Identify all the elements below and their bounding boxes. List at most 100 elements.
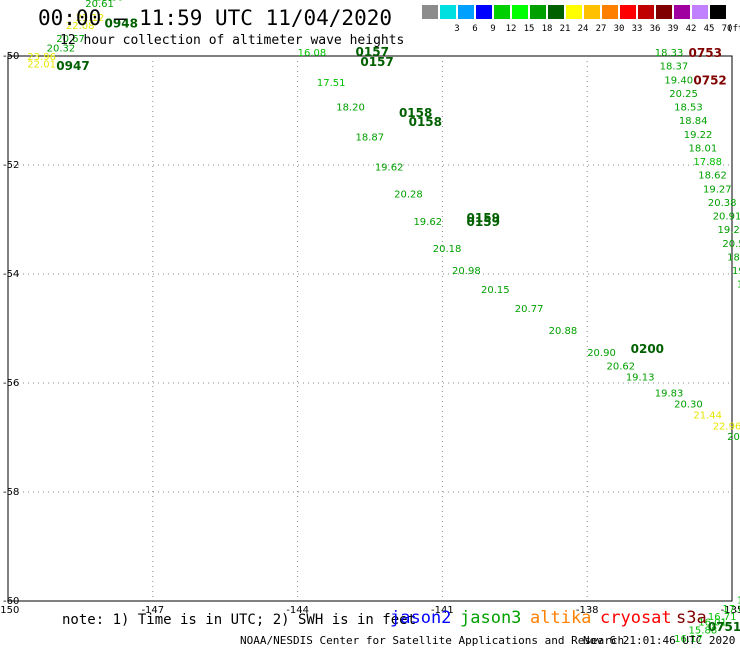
scale-tick-label: 42: [685, 24, 697, 34]
pass-time-label: 0157: [360, 55, 393, 69]
lon-tick-label: -147: [141, 605, 164, 616]
map-frame: [7, 55, 733, 602]
scale-tick-label: 24: [577, 24, 589, 34]
scale-swatch: [530, 5, 546, 19]
swh-value-label: 18.33: [655, 48, 684, 59]
swh-value-label: 22.01: [27, 59, 56, 70]
scale-tick-label: 6: [472, 24, 478, 34]
legend-altika: altika: [530, 608, 592, 628]
swh-value-label: 15.88: [689, 626, 718, 637]
swh-value-label: 22.96: [713, 421, 740, 432]
page-title: 00:00 – 11:59 UTC 11/04/2020: [38, 6, 393, 30]
swh-value-label: 16.08: [298, 48, 327, 59]
swh-value-label: 19.62: [413, 217, 442, 228]
swh-value-label: 17.88: [693, 157, 722, 168]
scale-swatch: [656, 5, 672, 19]
swh-value-label: 18.01: [689, 143, 718, 154]
swh-value-label: 18.87: [356, 132, 385, 143]
scale-tick-label: 70: [721, 24, 733, 34]
scale-swatch: [638, 5, 654, 19]
pass-time-label: 0752: [693, 73, 726, 87]
scale-tick-label: 30: [613, 24, 625, 34]
swh-value-label: 22.08: [66, 21, 95, 32]
scale-swatch: [710, 5, 726, 19]
swh-value-label: 16.17: [674, 634, 703, 645]
lon-tick-label: -150: [0, 605, 19, 616]
lat-tick-label: -50: [3, 51, 19, 62]
swh-value-label: 16.71: [708, 612, 737, 623]
swh-value-label: 20.15: [481, 285, 510, 296]
scale-tick-label: 3: [454, 24, 460, 34]
swh-value-label: 21.12: [76, 13, 105, 24]
swh-value-label: 20.91: [713, 212, 740, 223]
scale-tick-label: 12: [505, 24, 517, 34]
swh-value-label: 20.30: [674, 400, 703, 411]
swh-value-label: 17.39: [737, 280, 740, 291]
swh-value-label: 19.83: [655, 389, 684, 400]
scale-swatch: [584, 5, 600, 19]
scale-swatch: [548, 5, 564, 19]
pass-time-label: 0159: [467, 211, 500, 225]
scale-tick-label: 45: [703, 24, 715, 34]
swh-value-label: 19.22: [684, 130, 713, 141]
swh-value-label: 21.44: [693, 410, 722, 421]
swh-value-label: 20.77: [515, 304, 544, 315]
pass-time-label: 0753: [689, 46, 722, 60]
swh-value-label: 20.90: [587, 348, 616, 359]
scale-tick-label: 27: [595, 24, 607, 34]
scale-swatch: [566, 5, 582, 19]
swh-value-label: 20.98: [452, 266, 481, 277]
swh-value-label: 20.62: [607, 361, 636, 372]
page-subtitle: 12 hour collection of altimeter wave hei…: [60, 33, 405, 48]
scale-swatch: [674, 5, 690, 19]
scale-tick-label: 9: [490, 24, 496, 34]
legend-s3a: s3a: [676, 608, 707, 628]
swh-value-label: 18.53: [674, 103, 703, 114]
lat-tick-label: -60: [3, 596, 19, 607]
swh-value-label: 20.56: [722, 239, 740, 250]
scale-tick-label: 18: [541, 24, 553, 34]
swh-value-label: 19.24: [718, 225, 740, 236]
pass-time-label: 0158: [399, 106, 432, 120]
scale-swatch: [476, 5, 492, 19]
scale-swatch: [440, 5, 456, 19]
lon-tick-label: -135: [721, 605, 740, 616]
scale-swatch: [692, 5, 708, 19]
swh-value-label: 20.18: [433, 244, 462, 255]
generated-timestamp: Nov 6 21:01:46 UTC 2020: [583, 634, 736, 647]
swh-value-label: 19.13: [626, 372, 655, 383]
lat-tick-label: -54: [3, 269, 19, 280]
swh-value-label: 18.20: [336, 103, 365, 114]
swh-value-label: 20.88: [549, 326, 578, 337]
scale-swatch: [512, 5, 528, 19]
swh-value-label: 17.80: [722, 604, 740, 615]
scale-tick-label: 39: [667, 24, 679, 34]
swh-value-label: 18.99: [727, 252, 740, 263]
scale-swatch: [458, 5, 474, 19]
swh-value-label: 18.84: [679, 116, 708, 127]
lat-tick-label: -52: [3, 160, 19, 171]
legend-cryosat: cryosat: [600, 608, 672, 628]
scale-swatch: [602, 5, 618, 19]
swh-value-label: 20.67: [56, 34, 85, 45]
swh-value-label: 19.62: [375, 162, 404, 173]
swh-value-label: 17.51: [317, 78, 346, 89]
swh-value-label: 18.37: [660, 62, 689, 73]
swh-value-label: 18.62: [698, 171, 727, 182]
pass-time-label: 0159: [467, 215, 500, 229]
swh-value-label: 23.96: [27, 52, 56, 63]
legend-jason2: jason2: [390, 608, 452, 628]
footer-note: note: 1) Time is in UTC; 2) SWH is in fe…: [62, 612, 417, 628]
scale-swatch: [494, 5, 510, 19]
pass-time-label: 0157: [356, 45, 389, 59]
swh-value-label: 20.61: [85, 0, 114, 10]
scale-tick-label: 33: [631, 24, 643, 34]
scale-swatch: [422, 5, 438, 19]
swh-value-label: 19.40: [664, 75, 693, 86]
lat-tick-label: -56: [3, 378, 19, 389]
scale-tick-label: 36: [649, 24, 661, 34]
swh-value-label: 19.29: [732, 266, 740, 277]
lon-tick-label: -141: [431, 605, 454, 616]
lon-tick-label: -144: [286, 605, 309, 616]
scale-tick-label: 21: [559, 24, 571, 34]
